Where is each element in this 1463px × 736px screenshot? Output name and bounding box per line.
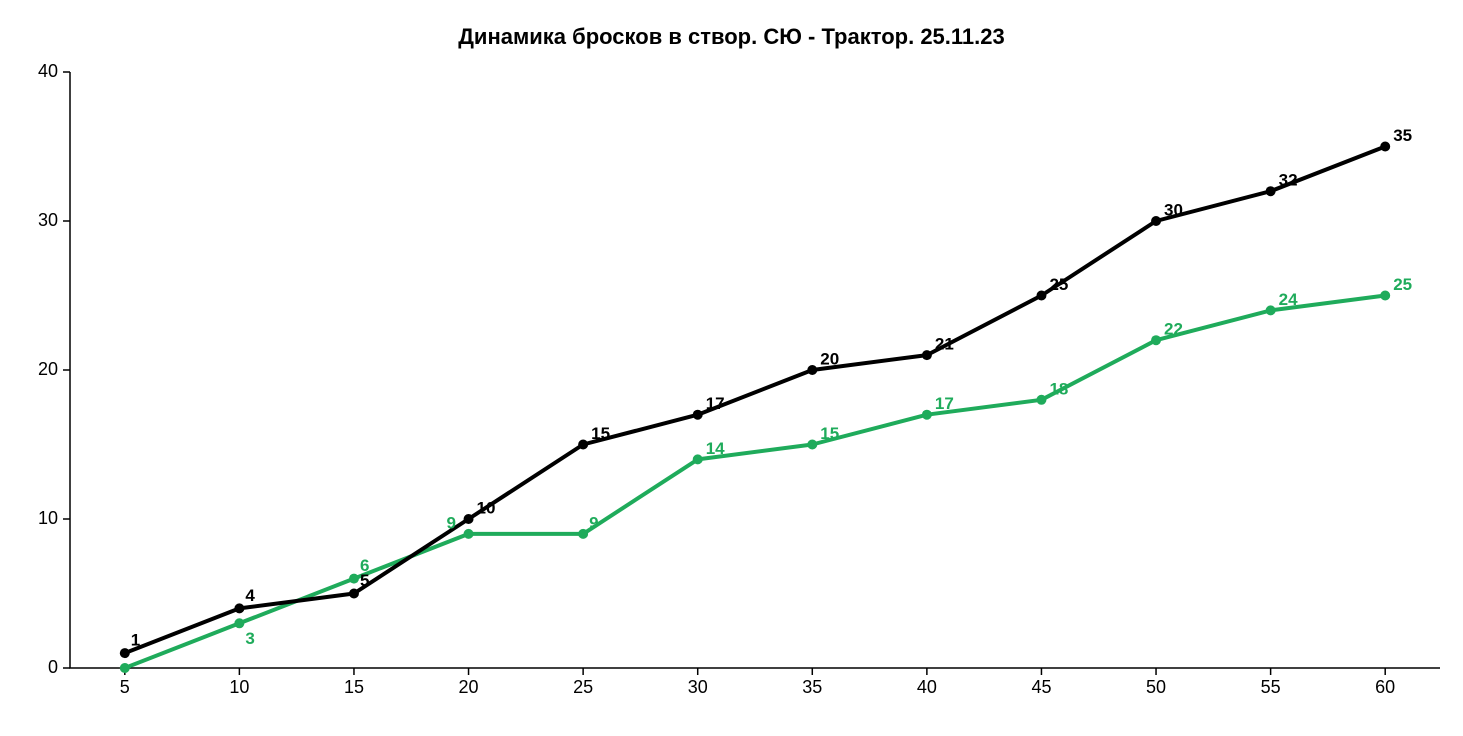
series-point-series_black (1151, 216, 1161, 226)
point-label-series_green: 6 (360, 556, 369, 575)
point-label-series_green: 17 (935, 394, 954, 413)
series-line-series_black (125, 147, 1385, 654)
point-label-series_black: 32 (1279, 171, 1298, 190)
series-point-series_green (578, 529, 588, 539)
x-tick-label: 55 (1261, 677, 1281, 697)
series-point-series_black (464, 514, 474, 524)
point-label-series_green: 18 (1049, 379, 1068, 398)
x-tick-label: 5 (120, 677, 130, 697)
point-label-series_green: 15 (820, 424, 839, 443)
x-tick-label: 50 (1146, 677, 1166, 697)
point-label-series_black: 20 (820, 349, 839, 368)
point-label-series_green: 3 (245, 629, 254, 648)
x-tick-label: 40 (917, 677, 937, 697)
series-line-series_green (125, 296, 1385, 669)
point-label-series_black: 25 (1049, 275, 1068, 294)
axes (70, 72, 1440, 668)
series-point-series_green (807, 440, 817, 450)
x-tick-label: 15 (344, 677, 364, 697)
point-label-series_green: 9 (447, 513, 456, 532)
series-point-series_black (349, 589, 359, 599)
point-label-series_green: 9 (589, 513, 598, 532)
series-point-series_black (693, 410, 703, 420)
point-label-series_black: 17 (706, 394, 725, 413)
x-tick-label: 35 (802, 677, 822, 697)
series-point-series_green (1151, 335, 1161, 345)
y-tick-label: 10 (38, 508, 58, 528)
point-label-series_black: 15 (591, 424, 610, 443)
chart-container: Динамика бросков в створ. СЮ - Трактор. … (0, 0, 1463, 731)
y-tick-label: 40 (38, 61, 58, 81)
point-label-series_green: 22 (1164, 320, 1183, 339)
point-label-series_black: 30 (1164, 200, 1183, 219)
series-point-series_black (120, 648, 130, 658)
series-point-series_black (1266, 186, 1276, 196)
x-tick-label: 45 (1031, 677, 1051, 697)
y-tick-label: 20 (38, 359, 58, 379)
series-point-series_black (578, 440, 588, 450)
chart-title: Динамика бросков в створ. СЮ - Трактор. … (0, 24, 1463, 50)
point-label-series_black: 35 (1393, 126, 1412, 145)
point-label-series_green: 14 (706, 439, 725, 458)
x-tick-label: 30 (688, 677, 708, 697)
point-label-series_black: 1 (131, 631, 140, 650)
point-label-series_black: 10 (477, 498, 496, 517)
point-label-series_green: 24 (1279, 290, 1298, 309)
series-point-series_green (1380, 291, 1390, 301)
series-point-series_black (234, 603, 244, 613)
series-point-series_black (1380, 142, 1390, 152)
series-point-series_green (1266, 305, 1276, 315)
x-tick-label: 60 (1375, 677, 1395, 697)
chart-svg: 0102030405101520253035404550556014510151… (0, 0, 1463, 731)
series-point-series_green (349, 574, 359, 584)
series-point-series_green (1036, 395, 1046, 405)
point-label-series_black: 4 (245, 586, 255, 605)
x-tick-label: 10 (229, 677, 249, 697)
series-point-series_black (1036, 291, 1046, 301)
point-label-series_black: 21 (935, 335, 954, 354)
series-point-series_green (464, 529, 474, 539)
x-tick-label: 25 (573, 677, 593, 697)
series-point-series_green (120, 663, 130, 673)
series-point-series_black (922, 350, 932, 360)
y-tick-label: 0 (48, 657, 58, 677)
series-point-series_green (922, 410, 932, 420)
y-tick-label: 30 (38, 210, 58, 230)
series-point-series_black (807, 365, 817, 375)
series-point-series_green (693, 454, 703, 464)
x-tick-label: 20 (459, 677, 479, 697)
series-point-series_green (234, 618, 244, 628)
point-label-series_green: 25 (1393, 275, 1412, 294)
